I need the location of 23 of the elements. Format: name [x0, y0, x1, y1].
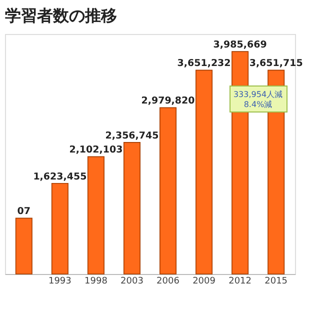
data-label: 3,985,669 — [213, 40, 267, 51]
data-label: 2,102,103 — [69, 144, 123, 156]
chart-title: 学習者数の推移 — [5, 6, 117, 25]
x-tick-label: 2015 — [264, 276, 288, 286]
bar — [87, 156, 104, 274]
bar — [51, 182, 68, 274]
x-tick-label: 1993 — [48, 276, 72, 286]
x-tick-label: 1998 — [84, 276, 108, 286]
x-tick-label: 2012 — [228, 276, 252, 286]
bar — [15, 218, 32, 274]
data-label: 2,979,820 — [141, 96, 196, 107]
data-label: 3,651,715 — [249, 58, 303, 70]
data-label: 1,623,455 — [33, 171, 87, 182]
x-tick-label: 2009 — [192, 276, 216, 286]
bar — [160, 107, 177, 274]
annotation: 333,954人減 8.4%減 — [233, 90, 283, 109]
data-label: 2,356,745 — [105, 130, 159, 142]
bar — [123, 142, 140, 274]
x-tick-label: 2003 — [120, 276, 144, 286]
x-tick-label: 2006 — [156, 276, 180, 286]
annotation: 07 — [17, 206, 31, 218]
bar — [196, 70, 213, 274]
data-label: 3,651,232 — [177, 58, 231, 70]
